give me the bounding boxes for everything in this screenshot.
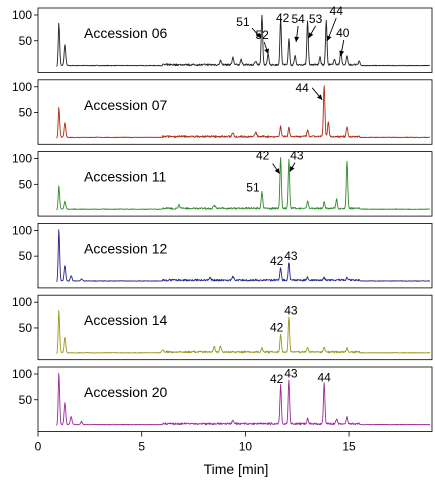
peak-label: 42 (270, 254, 284, 268)
series-name-label: Accession 12 (84, 240, 167, 256)
peak-label: 44 (330, 4, 344, 18)
peak-label: 44 (317, 370, 331, 384)
peak-label: 54 (291, 12, 305, 26)
series-line (56, 309, 431, 354)
peak-arrowhead (289, 166, 295, 172)
y-tick-label: 100 (12, 295, 32, 309)
x-axis-label: Time [min] (204, 461, 269, 477)
peak-arrowhead (294, 36, 300, 42)
peak-label: 43 (284, 249, 298, 263)
y-tick-label: 50 (19, 393, 33, 407)
panel-frame (37, 294, 433, 361)
peak-label: 42 (270, 321, 284, 335)
x-tick-label: 0 (35, 440, 42, 454)
panel-6: 50 100 Accession 20 42 43 44 (12, 366, 433, 432)
y-tick-label: 50 (19, 177, 33, 191)
peak-arrowhead (255, 32, 261, 38)
peak-arrowhead (274, 168, 280, 174)
peak-arrowhead (326, 35, 332, 41)
peak-label: 42 (276, 11, 290, 25)
series-line (56, 229, 431, 283)
panel-1: 50 100 Accession 06 51 52 42 54 53 44 40 (12, 4, 433, 73)
panel-4: 50 100 Accession 12 42 43 (12, 222, 433, 289)
series-line (56, 157, 431, 211)
peak-label: 43 (284, 367, 298, 381)
series-name-label: Accession 06 (84, 25, 167, 41)
x-tick-label: 10 (239, 440, 253, 454)
panel-3: 50 100 Accession 11 42 43 51 (12, 149, 433, 217)
panel-frame (37, 7, 433, 73)
series-name-label: Accession 20 (84, 384, 167, 400)
peak-label: 51 (236, 15, 250, 29)
peak-arrowhead (339, 50, 345, 56)
peak-label: 40 (336, 26, 350, 40)
panel-frame (37, 222, 433, 289)
peak-label: 44 (295, 81, 309, 95)
peak-label: 42 (270, 372, 284, 386)
panel-2: 50 100 Accession 07 44 (12, 79, 433, 145)
series-name-label: Accession 11 (84, 169, 166, 185)
peak-label: 43 (284, 304, 298, 318)
y-tick-label: 100 (12, 367, 32, 381)
peak-label: 42 (256, 149, 270, 163)
series-line (56, 85, 431, 139)
y-tick-label: 50 (19, 321, 33, 335)
peak-label: 53 (309, 12, 323, 26)
peak-label: 51 (246, 181, 260, 195)
peak-arrowhead (317, 94, 323, 100)
series-name-label: Accession 07 (84, 97, 167, 113)
series-name-label: Accession 14 (84, 312, 167, 328)
panel-frame (37, 151, 433, 217)
peak-label: 52 (255, 28, 269, 42)
y-tick-label: 50 (19, 34, 33, 48)
y-tick-label: 50 (19, 106, 33, 120)
x-tick-label: 5 (138, 440, 145, 454)
series-line (56, 372, 431, 426)
peak-arrowhead (264, 48, 269, 54)
y-tick-label: 100 (12, 80, 32, 94)
peak-arrowhead (308, 32, 314, 38)
y-tick-label: 100 (12, 8, 32, 22)
panel-frame (37, 79, 433, 145)
x-axis: 0 5 10 15 (35, 431, 356, 454)
peak-label: 43 (290, 149, 304, 163)
y-tick-label: 100 (12, 152, 32, 166)
y-tick-label: 100 (12, 223, 32, 237)
series-line (56, 14, 430, 67)
y-tick-label: 50 (19, 249, 33, 263)
x-tick-label: 15 (342, 440, 356, 454)
panel-frame (37, 366, 433, 432)
